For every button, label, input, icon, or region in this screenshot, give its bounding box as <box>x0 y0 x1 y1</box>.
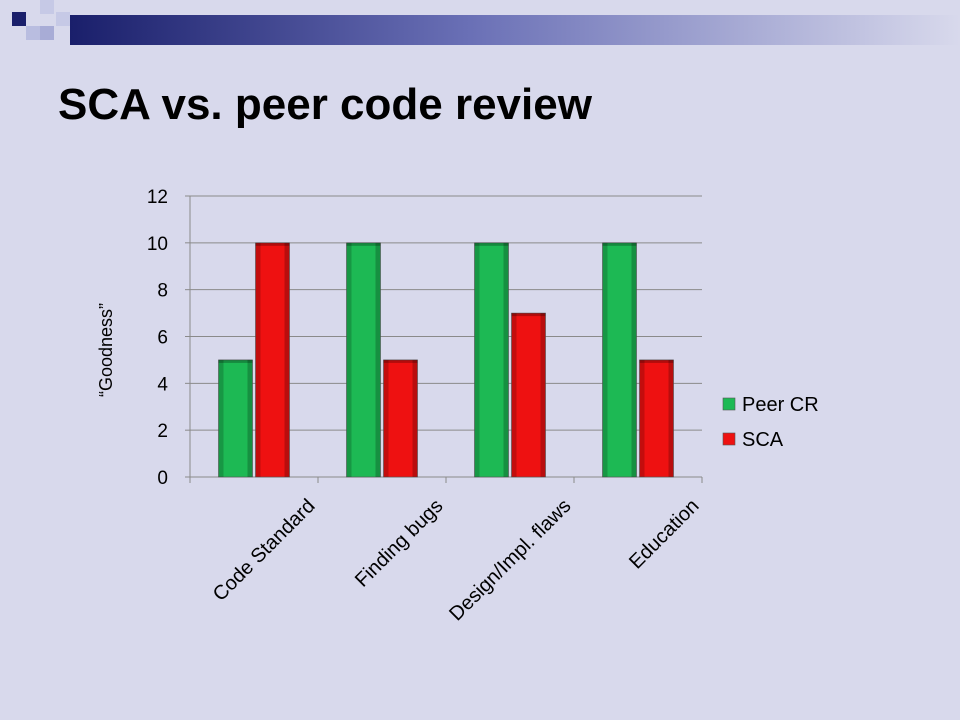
bar-shade <box>602 242 608 477</box>
y-tick-label: 2 <box>157 421 168 442</box>
bar-shade <box>474 242 480 477</box>
y-tick-label: 10 <box>147 234 168 255</box>
legend-label: Peer CR <box>742 394 819 416</box>
bar-peer-cr <box>474 242 509 478</box>
deco-square-light <box>26 26 40 40</box>
x-tick-label: Finding bugs <box>351 495 448 592</box>
y-tick-label: 4 <box>157 374 168 395</box>
y-tick-label: 8 <box>157 281 168 302</box>
deco-gradient-band <box>70 15 960 45</box>
bar-sca <box>255 242 290 478</box>
bar-peer-cr <box>602 242 637 478</box>
bar-shade <box>511 313 517 477</box>
bar-sca <box>511 312 546 478</box>
bar-shade <box>383 359 389 477</box>
bar-shade <box>383 359 418 363</box>
header-decoration <box>12 0 960 45</box>
bar-shade <box>346 242 352 477</box>
bar-shade <box>668 359 674 477</box>
x-tick-label: Education <box>625 495 703 573</box>
bar-shade <box>412 359 418 477</box>
bar-shade <box>511 313 546 317</box>
x-tick-label: Code Standard <box>209 495 320 606</box>
bar-shade <box>218 359 224 477</box>
bar-shade <box>631 242 637 477</box>
legend-swatch-sca <box>722 432 736 446</box>
deco-square-light <box>56 12 70 26</box>
y-tick-label: 6 <box>157 328 168 349</box>
bar-peer-cr <box>346 242 381 478</box>
bar-shade <box>284 242 290 477</box>
bar-shade <box>503 242 509 477</box>
bar-shade <box>602 242 637 246</box>
bar-shade <box>540 313 546 477</box>
legend-label: SCA <box>742 429 784 451</box>
bar-shade <box>247 359 253 477</box>
bar-sca <box>639 359 674 478</box>
y-axis-label: “Goodness” <box>96 303 116 397</box>
y-tick-label: 12 <box>147 187 168 208</box>
x-tick-label: Design/Impl. flaws <box>445 495 575 625</box>
deco-square-light <box>40 26 54 40</box>
bar-shade <box>375 242 381 477</box>
bar-shade <box>255 242 261 477</box>
bar-shade <box>218 359 253 363</box>
y-tick-label: 0 <box>157 468 168 489</box>
bar-sca <box>383 359 418 478</box>
deco-square-light <box>40 0 54 14</box>
bar-shade <box>639 359 645 477</box>
bar-shade <box>346 242 381 246</box>
deco-square-dark <box>12 12 26 26</box>
bar-shade <box>639 359 674 363</box>
legend-swatch-peer-cr <box>722 397 736 411</box>
bar-peer-cr <box>218 359 253 478</box>
bar-shade <box>474 242 509 246</box>
slide-title: SCA vs. peer code review <box>58 80 592 129</box>
bar-shade <box>255 242 290 246</box>
